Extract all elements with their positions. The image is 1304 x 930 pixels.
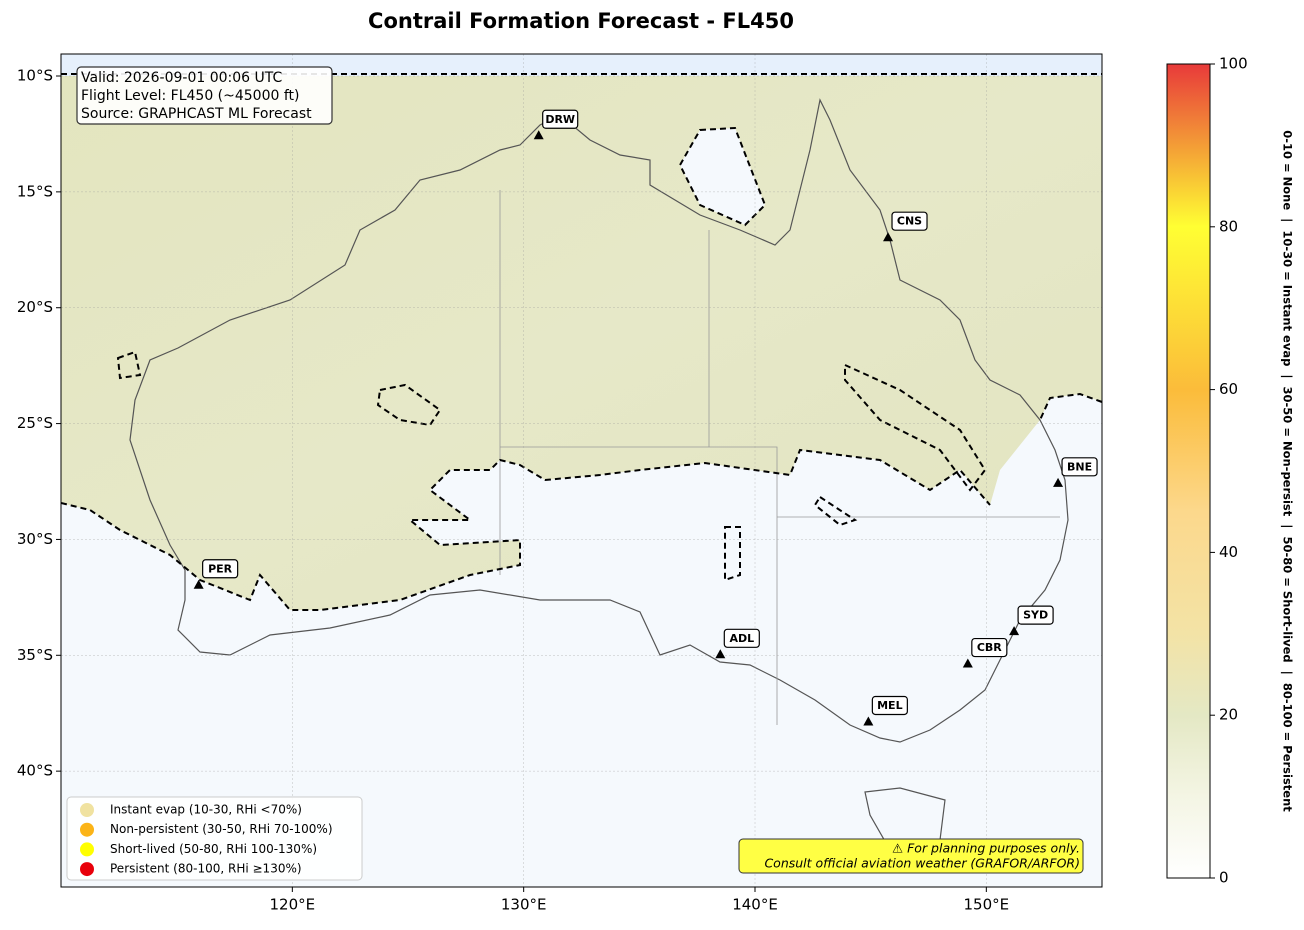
- airport-label: MEL: [877, 699, 902, 712]
- x-tick-label: 140°E: [732, 896, 778, 914]
- colorbar-tick-label: 100: [1219, 55, 1248, 73]
- x-tick-label: 130°E: [501, 896, 547, 914]
- airport-marker: [863, 716, 874, 726]
- airport-label-bg: [723, 628, 760, 648]
- airport-marker: [715, 649, 726, 659]
- legend-bg: [66, 796, 363, 881]
- colorbar-label: 0-10 = None | 10-30 = Instant evap | 30-…: [1281, 130, 1295, 812]
- colorbar-scale: [1166, 63, 1211, 879]
- y-tick-label: 30°S: [17, 530, 53, 548]
- map-frame: [60, 53, 1103, 888]
- colorbar-tick-label: 80: [1219, 217, 1238, 235]
- info-box-bg: [76, 66, 333, 125]
- airport-label-bg: [202, 559, 239, 579]
- colorbar-tick-label: 20: [1219, 706, 1238, 724]
- legend-label: Persistent (80-100, RHi ≥130%): [110, 862, 302, 876]
- airport-marker: [1053, 477, 1064, 487]
- y-tick-label: 35°S: [17, 646, 53, 664]
- y-tick-label: 10°S: [17, 67, 53, 85]
- info-line: Flight Level: FL450 (~45000 ft): [81, 88, 300, 104]
- info-line: Source: GRAPHCAST ML Forecast: [81, 106, 312, 122]
- x-tick-label: 120°E: [270, 896, 316, 914]
- coastline: [129, 98, 1069, 743]
- disclaimer-line: Consult official aviation weather (GRAFO…: [764, 856, 1080, 871]
- airport-label: ADL: [729, 632, 754, 645]
- legend-label: Non-persistent (30-50, RHi 70-100%): [110, 822, 333, 836]
- y-tick-label: 20°S: [17, 298, 53, 316]
- airport-label-bg: [1061, 457, 1098, 477]
- colorbar-tick-label: 0: [1219, 869, 1229, 887]
- airport-label: CNS: [897, 215, 922, 228]
- info-line: Valid: 2026-09-01 00:06 UTC: [81, 70, 282, 86]
- airport-label-bg: [1017, 605, 1054, 625]
- grid: 120°E 130°E 140°E 150°E 10°S 15°S 20°S 25°S 30°S…: [17, 54, 1102, 914]
- airport-marker: [1009, 626, 1020, 636]
- legend: Instant evap (10-30, RHi <70%) Non-persis…: [66, 796, 363, 881]
- y-tick-label: 25°S: [17, 414, 53, 432]
- legend-swatch: [80, 862, 94, 877]
- legend-swatch: [80, 803, 94, 817]
- airport-marker: [883, 232, 894, 242]
- airport-label: DRW: [545, 113, 575, 126]
- airport-label-bg: [971, 637, 1008, 658]
- airport-marker: [533, 130, 544, 140]
- airport-label: CBR: [977, 641, 1002, 654]
- map-area: [61, 54, 1102, 887]
- disclaimer: ⚠ For planning purposes only.Consult off…: [738, 838, 1084, 874]
- airport-label-bg: [542, 109, 579, 129]
- airport-marker: [962, 658, 973, 668]
- colorbar: 0 20 40 60 80 100 0-10 = None | 10-30 = Instan…: [1166, 55, 1295, 887]
- disclaimer-bg: [738, 838, 1084, 874]
- airport-label: BNE: [1067, 460, 1092, 473]
- info-box: Valid: 2026-09-01 00:06 UTC Flight Level:…: [76, 66, 333, 125]
- legend-swatch: [80, 842, 94, 857]
- airport-label-bg: [871, 695, 908, 716]
- legend-label: Instant evap (10-30, RHi <70%): [110, 803, 302, 817]
- x-tick-label: 150°E: [964, 896, 1010, 914]
- colorbar-tick-label: 60: [1219, 380, 1238, 398]
- airport-label: PER: [208, 562, 233, 575]
- airports: DRW CNS BNE PER ADL SYD CBR MEL: [193, 109, 1098, 726]
- colorbar-tick-label: 40: [1219, 543, 1238, 561]
- legend-swatch: [80, 822, 94, 837]
- state-borders: [499, 190, 1060, 725]
- title: Contrail Formation Forecast - FL450: [368, 9, 794, 33]
- airport-marker: [193, 579, 204, 589]
- forecast-field: [61, 76, 1102, 610]
- airport-label: SYD: [1023, 609, 1048, 622]
- disclaimer-line: ⚠ For planning purposes only.: [892, 841, 1080, 856]
- airport-label-bg: [891, 211, 928, 231]
- legend-label: Short-lived (50-80, RHi 100-130%): [110, 842, 317, 856]
- y-tick-label: 40°S: [17, 762, 53, 780]
- y-tick-label: 15°S: [17, 182, 53, 200]
